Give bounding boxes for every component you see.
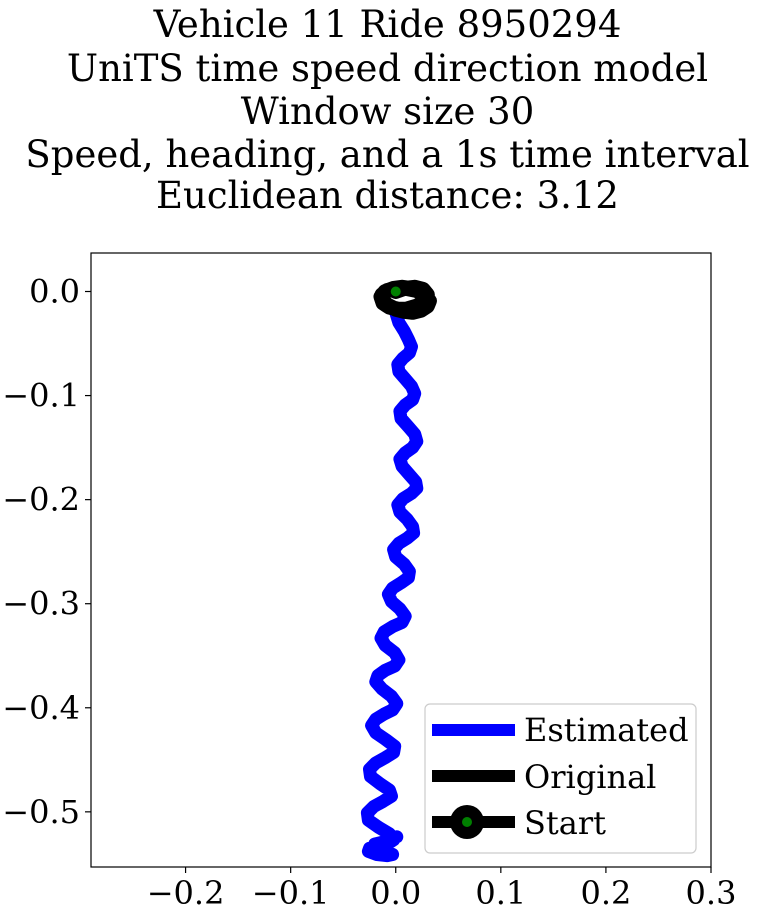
y-tick-label: −0.2: [2, 481, 80, 519]
plot-frame: [90, 252, 712, 868]
x-tick-label: −0.2: [147, 874, 225, 912]
legend-estimated-label: Estimated: [524, 711, 689, 749]
x-tick-label: 0.1: [475, 874, 526, 912]
x-axis: −0.2 −0.1 0.0 0.1 0.2 0.3: [147, 867, 737, 912]
series-line-original: [373, 279, 437, 320]
series-layer: [360, 279, 437, 863]
y-tick-label: −0.1: [2, 377, 80, 415]
y-tick-label: −0.4: [2, 689, 80, 727]
title-line-3: Window size 30: [240, 90, 535, 133]
y-axis: 0.0 −0.1 −0.2 −0.3 −0.4 −0.5: [2, 273, 91, 831]
title-line-5: Euclidean distance: 3.12: [156, 174, 619, 217]
x-tick-label: 0.3: [686, 874, 737, 912]
y-tick-label: −0.3: [2, 585, 80, 623]
legend: Estimated Original Start: [424, 703, 697, 854]
y-tick-label: 0.0: [29, 273, 80, 311]
legend-start-label: Start: [524, 804, 606, 842]
title-line-4: Speed, heading, and a 1s time interval: [25, 133, 750, 176]
x-tick-label: 0.2: [580, 874, 631, 912]
legend-frame: [424, 703, 697, 854]
legend-original-label: Original: [524, 758, 656, 796]
y-tick-label: −0.5: [2, 793, 80, 831]
title-line-1: Vehicle 11 Ride 8950294: [153, 3, 622, 46]
x-tick-label: −0.1: [252, 874, 330, 912]
x-tick-label: 0.0: [370, 874, 421, 912]
title-line-2: UniTS time speed direction model: [66, 47, 709, 90]
legend-start-marker: [462, 817, 472, 827]
series-line-estimated: [360, 305, 424, 863]
start-point-marker: [390, 286, 401, 297]
